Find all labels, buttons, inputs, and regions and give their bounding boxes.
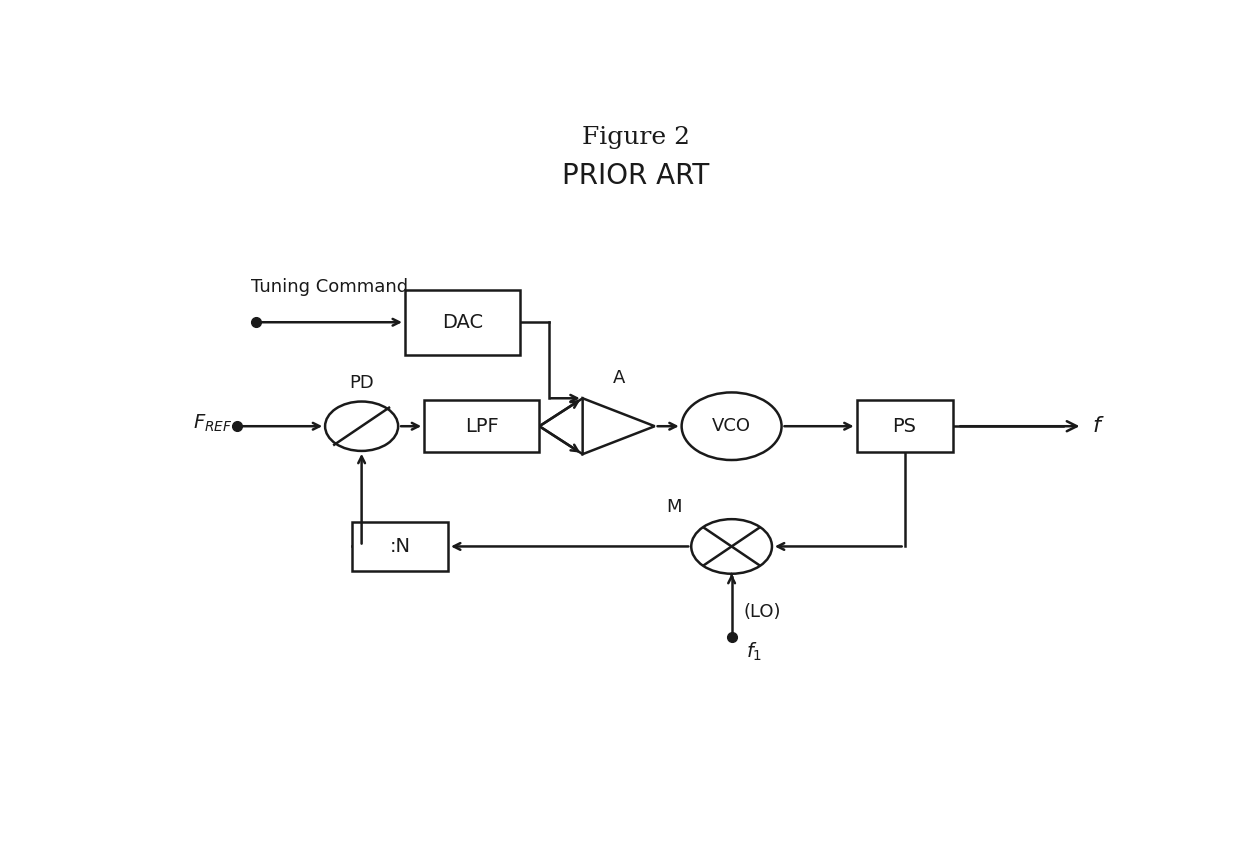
Text: PS: PS [893,417,916,436]
Circle shape [691,519,773,574]
Text: Tuning Command: Tuning Command [250,279,408,296]
Text: (LO): (LO) [743,603,781,621]
Bar [424,400,539,452]
Text: Figure 2: Figure 2 [582,126,689,149]
Text: :N: :N [389,537,410,556]
Bar [857,400,952,452]
Text: DAC: DAC [441,313,484,332]
Circle shape [682,392,781,460]
Text: PD: PD [350,374,374,392]
Text: VCO: VCO [712,417,751,436]
Text: $f_1$: $f_1$ [746,641,763,663]
Text: $f$: $f$ [1092,416,1105,436]
Text: A: A [613,369,625,387]
Circle shape [325,402,398,451]
Polygon shape [583,398,655,454]
Text: M: M [666,498,682,516]
Text: PRIOR ART: PRIOR ART [562,162,709,190]
Text: LPF: LPF [465,417,498,436]
Bar [404,289,521,354]
Text: $F_{REF}$: $F_{REF}$ [192,413,232,434]
Bar [352,522,448,571]
